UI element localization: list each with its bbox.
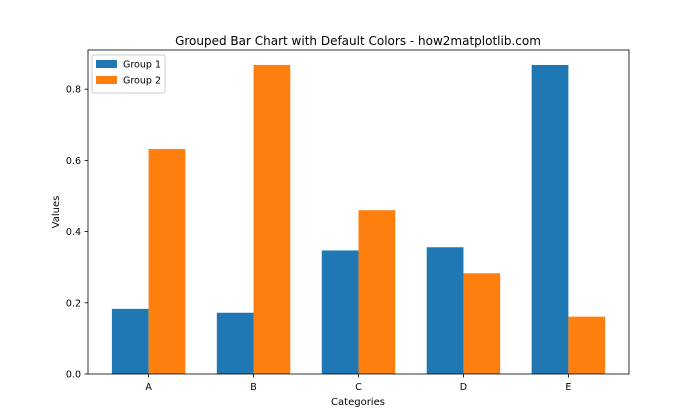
bar-group-1-c	[321, 250, 359, 374]
bar-group-2-a	[148, 148, 186, 374]
bar-group-2-b	[253, 64, 291, 374]
legend-swatch-group-2	[96, 76, 117, 84]
legend: Group 1 Group 2	[91, 54, 166, 94]
bar-group-2-c	[358, 210, 396, 374]
bar-group-2-d	[463, 273, 501, 374]
bar-group-2-e	[568, 316, 606, 374]
x-tick-label: D	[460, 382, 467, 393]
y-tick-label: 0.0	[66, 370, 81, 381]
x-tick-label: C	[355, 382, 362, 393]
y-axis-label: Values	[51, 196, 62, 229]
chart-title: Grouped Bar Chart with Default Colors - …	[175, 34, 541, 48]
bar-group-1-b	[216, 312, 254, 374]
x-tick-label: B	[250, 382, 257, 393]
x-tick-label: E	[565, 382, 571, 393]
y-tick-label: 0.2	[66, 298, 81, 309]
x-axis-label: Categories	[331, 397, 385, 408]
legend-swatch-group-1	[96, 60, 117, 68]
y-tick-label: 0.4	[66, 227, 81, 238]
x-tick-label: A	[145, 382, 152, 393]
bar-group-1-e	[531, 64, 569, 374]
x-axis-ticks: A B C D E	[145, 374, 571, 393]
y-tick-label: 0.8	[66, 85, 81, 96]
plot-area-frame	[87, 49, 630, 375]
legend-label-group-2: Group 2	[123, 76, 161, 87]
bars-layer	[111, 64, 606, 374]
y-axis-ticks: 0.0 0.2 0.4 0.6 0.8	[66, 85, 88, 381]
bar-group-1-d	[426, 247, 464, 374]
bar-group-1-a	[111, 308, 149, 374]
y-tick-label: 0.6	[66, 156, 81, 167]
legend-label-group-1: Group 1	[123, 60, 161, 71]
